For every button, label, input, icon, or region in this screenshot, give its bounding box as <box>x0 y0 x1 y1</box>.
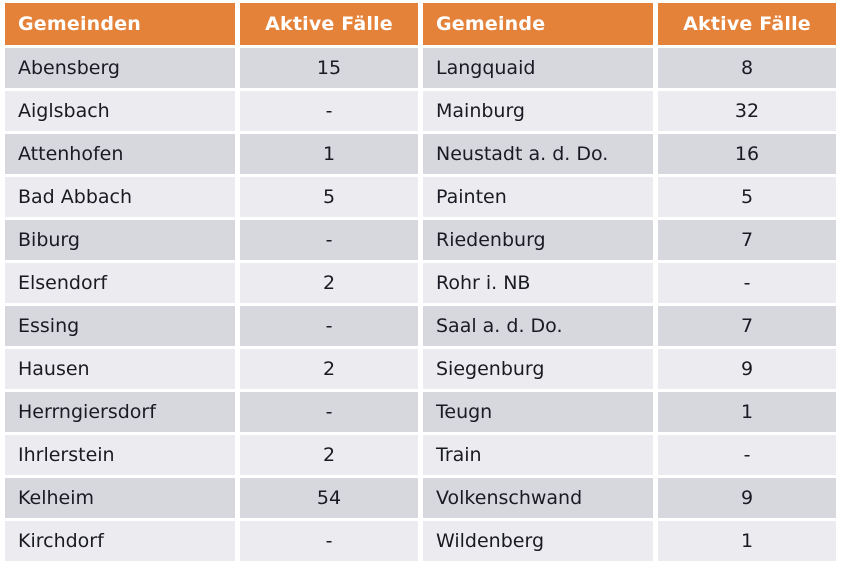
cell-faelle-right: 7 <box>658 220 836 260</box>
cell-faelle-left: 2 <box>240 263 418 303</box>
cell-faelle-left: - <box>240 392 418 432</box>
cell-faelle-left: 2 <box>240 435 418 475</box>
cell-faelle-left: - <box>240 306 418 346</box>
table-row: Essing - Saal a. d. Do. 7 <box>5 306 836 346</box>
cell-gemeinde-left: Bad Abbach <box>5 177 235 217</box>
cell-faelle-right: 9 <box>658 478 836 518</box>
cell-gemeinde-left: Essing <box>5 306 235 346</box>
table-row: Hausen 2 Siegenburg 9 <box>5 349 836 389</box>
cell-faelle-right: 16 <box>658 134 836 174</box>
cell-gemeinde-left: Kelheim <box>5 478 235 518</box>
cell-gemeinde-right: Langquaid <box>423 48 653 88</box>
cell-faelle-left: 5 <box>240 177 418 217</box>
table-row: Herrngiersdorf - Teugn 1 <box>5 392 836 432</box>
header-row: Gemeinden Aktive Fälle Gemeinde Aktive F… <box>5 3 836 45</box>
table-row: Ihrlerstein 2 Train - <box>5 435 836 475</box>
header-aktive-faelle-left: Aktive Fälle <box>240 3 418 45</box>
cell-faelle-right: 32 <box>658 91 836 131</box>
cell-gemeinde-right: Train <box>423 435 653 475</box>
cell-gemeinde-left: Ihrlerstein <box>5 435 235 475</box>
cell-gemeinde-right: Rohr i. NB <box>423 263 653 303</box>
cell-faelle-right: 8 <box>658 48 836 88</box>
cell-gemeinde-right: Volkenschwand <box>423 478 653 518</box>
cell-gemeinde-left: Abensberg <box>5 48 235 88</box>
cell-faelle-left: - <box>240 91 418 131</box>
cell-faelle-right: 1 <box>658 392 836 432</box>
table-row: Kelheim 54 Volkenschwand 9 <box>5 478 836 518</box>
header-gemeinde-right: Gemeinde <box>423 3 653 45</box>
table-row: Aiglsbach - Mainburg 32 <box>5 91 836 131</box>
cell-gemeinde-left: Herrngiersdorf <box>5 392 235 432</box>
cell-gemeinde-left: Elsendorf <box>5 263 235 303</box>
header-aktive-faelle-right: Aktive Fälle <box>658 3 836 45</box>
cell-gemeinde-right: Teugn <box>423 392 653 432</box>
cell-faelle-left: 1 <box>240 134 418 174</box>
table-row: Biburg - Riedenburg 7 <box>5 220 836 260</box>
cell-faelle-right: - <box>658 435 836 475</box>
cell-gemeinde-right: Wildenberg <box>423 521 653 561</box>
table-row: Attenhofen 1 Neustadt a. d. Do. 16 <box>5 134 836 174</box>
cell-faelle-left: 15 <box>240 48 418 88</box>
cell-faelle-left: - <box>240 220 418 260</box>
cell-faelle-right: 5 <box>658 177 836 217</box>
cell-faelle-right: 7 <box>658 306 836 346</box>
cell-faelle-right: - <box>658 263 836 303</box>
cell-gemeinde-right: Painten <box>423 177 653 217</box>
table-row: Elsendorf 2 Rohr i. NB - <box>5 263 836 303</box>
header-gemeinden-left: Gemeinden <box>5 3 235 45</box>
cell-gemeinde-right: Saal a. d. Do. <box>423 306 653 346</box>
cell-faelle-left: 54 <box>240 478 418 518</box>
table-row: Kirchdorf - Wildenberg 1 <box>5 521 836 561</box>
cell-faelle-right: 1 <box>658 521 836 561</box>
cell-gemeinde-right: Siegenburg <box>423 349 653 389</box>
cell-gemeinde-left: Biburg <box>5 220 235 260</box>
cell-gemeinde-left: Kirchdorf <box>5 521 235 561</box>
table-row: Abensberg 15 Langquaid 8 <box>5 48 836 88</box>
cell-gemeinde-left: Hausen <box>5 349 235 389</box>
cell-faelle-left: 2 <box>240 349 418 389</box>
cell-gemeinde-left: Attenhofen <box>5 134 235 174</box>
cell-faelle-right: 9 <box>658 349 836 389</box>
cell-gemeinde-left: Aiglsbach <box>5 91 235 131</box>
cell-gemeinde-right: Neustadt a. d. Do. <box>423 134 653 174</box>
cell-faelle-left: - <box>240 521 418 561</box>
cell-gemeinde-right: Mainburg <box>423 91 653 131</box>
cell-gemeinde-right: Riedenburg <box>423 220 653 260</box>
table-row: Bad Abbach 5 Painten 5 <box>5 177 836 217</box>
